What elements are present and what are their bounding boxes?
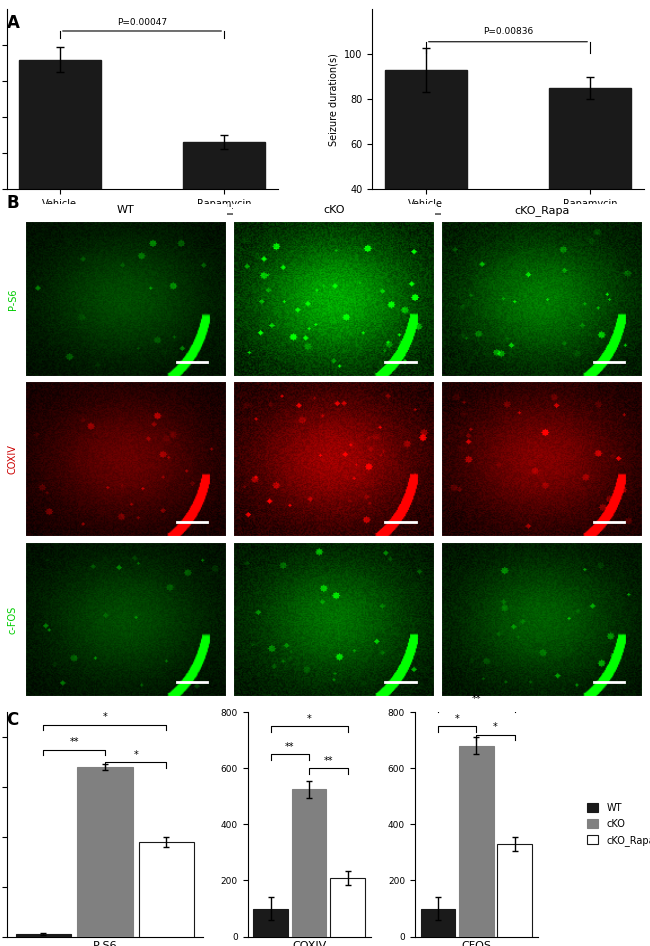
Bar <box>139 842 194 937</box>
Bar <box>254 908 288 937</box>
Text: *: * <box>493 723 498 732</box>
Text: *: * <box>133 750 138 760</box>
Bar <box>16 934 71 937</box>
Text: **: ** <box>285 742 294 752</box>
Text: c-FOS: c-FOS <box>8 605 18 634</box>
Text: **: ** <box>471 694 481 705</box>
Text: **: ** <box>324 756 333 766</box>
Text: C: C <box>6 711 19 729</box>
Bar <box>459 745 493 937</box>
Text: WT: WT <box>117 205 135 215</box>
Text: cKO: cKO <box>133 228 151 238</box>
Bar <box>19 60 101 189</box>
Text: *: * <box>103 712 107 723</box>
Bar <box>77 767 133 937</box>
Text: B: B <box>6 194 19 212</box>
Text: cKO_Rapa: cKO_Rapa <box>515 204 570 216</box>
Text: P-S6: P-S6 <box>8 289 18 309</box>
Bar <box>549 88 631 279</box>
Bar <box>497 844 532 937</box>
X-axis label: COXIV: COXIV <box>292 940 326 946</box>
Text: *: * <box>307 714 311 724</box>
Bar <box>330 878 365 937</box>
Text: *: * <box>455 714 460 724</box>
Y-axis label: Seizure duration(s): Seizure duration(s) <box>329 53 339 146</box>
Text: P=0.00047: P=0.00047 <box>117 18 167 27</box>
Text: **: ** <box>70 737 79 747</box>
X-axis label: P-S6: P-S6 <box>93 940 117 946</box>
Bar <box>292 789 326 937</box>
Text: P=0.00836: P=0.00836 <box>483 27 533 36</box>
Text: A: A <box>6 14 20 32</box>
Text: cKO: cKO <box>324 205 345 215</box>
Bar <box>421 908 455 937</box>
Text: cKO: cKO <box>499 228 517 238</box>
Legend: WT, cKO, cKO_Rapa: WT, cKO, cKO_Rapa <box>587 803 650 846</box>
Bar <box>183 142 265 189</box>
Text: COXIV: COXIV <box>8 445 18 474</box>
Bar <box>385 70 467 279</box>
X-axis label: CFOS: CFOS <box>462 940 491 946</box>
